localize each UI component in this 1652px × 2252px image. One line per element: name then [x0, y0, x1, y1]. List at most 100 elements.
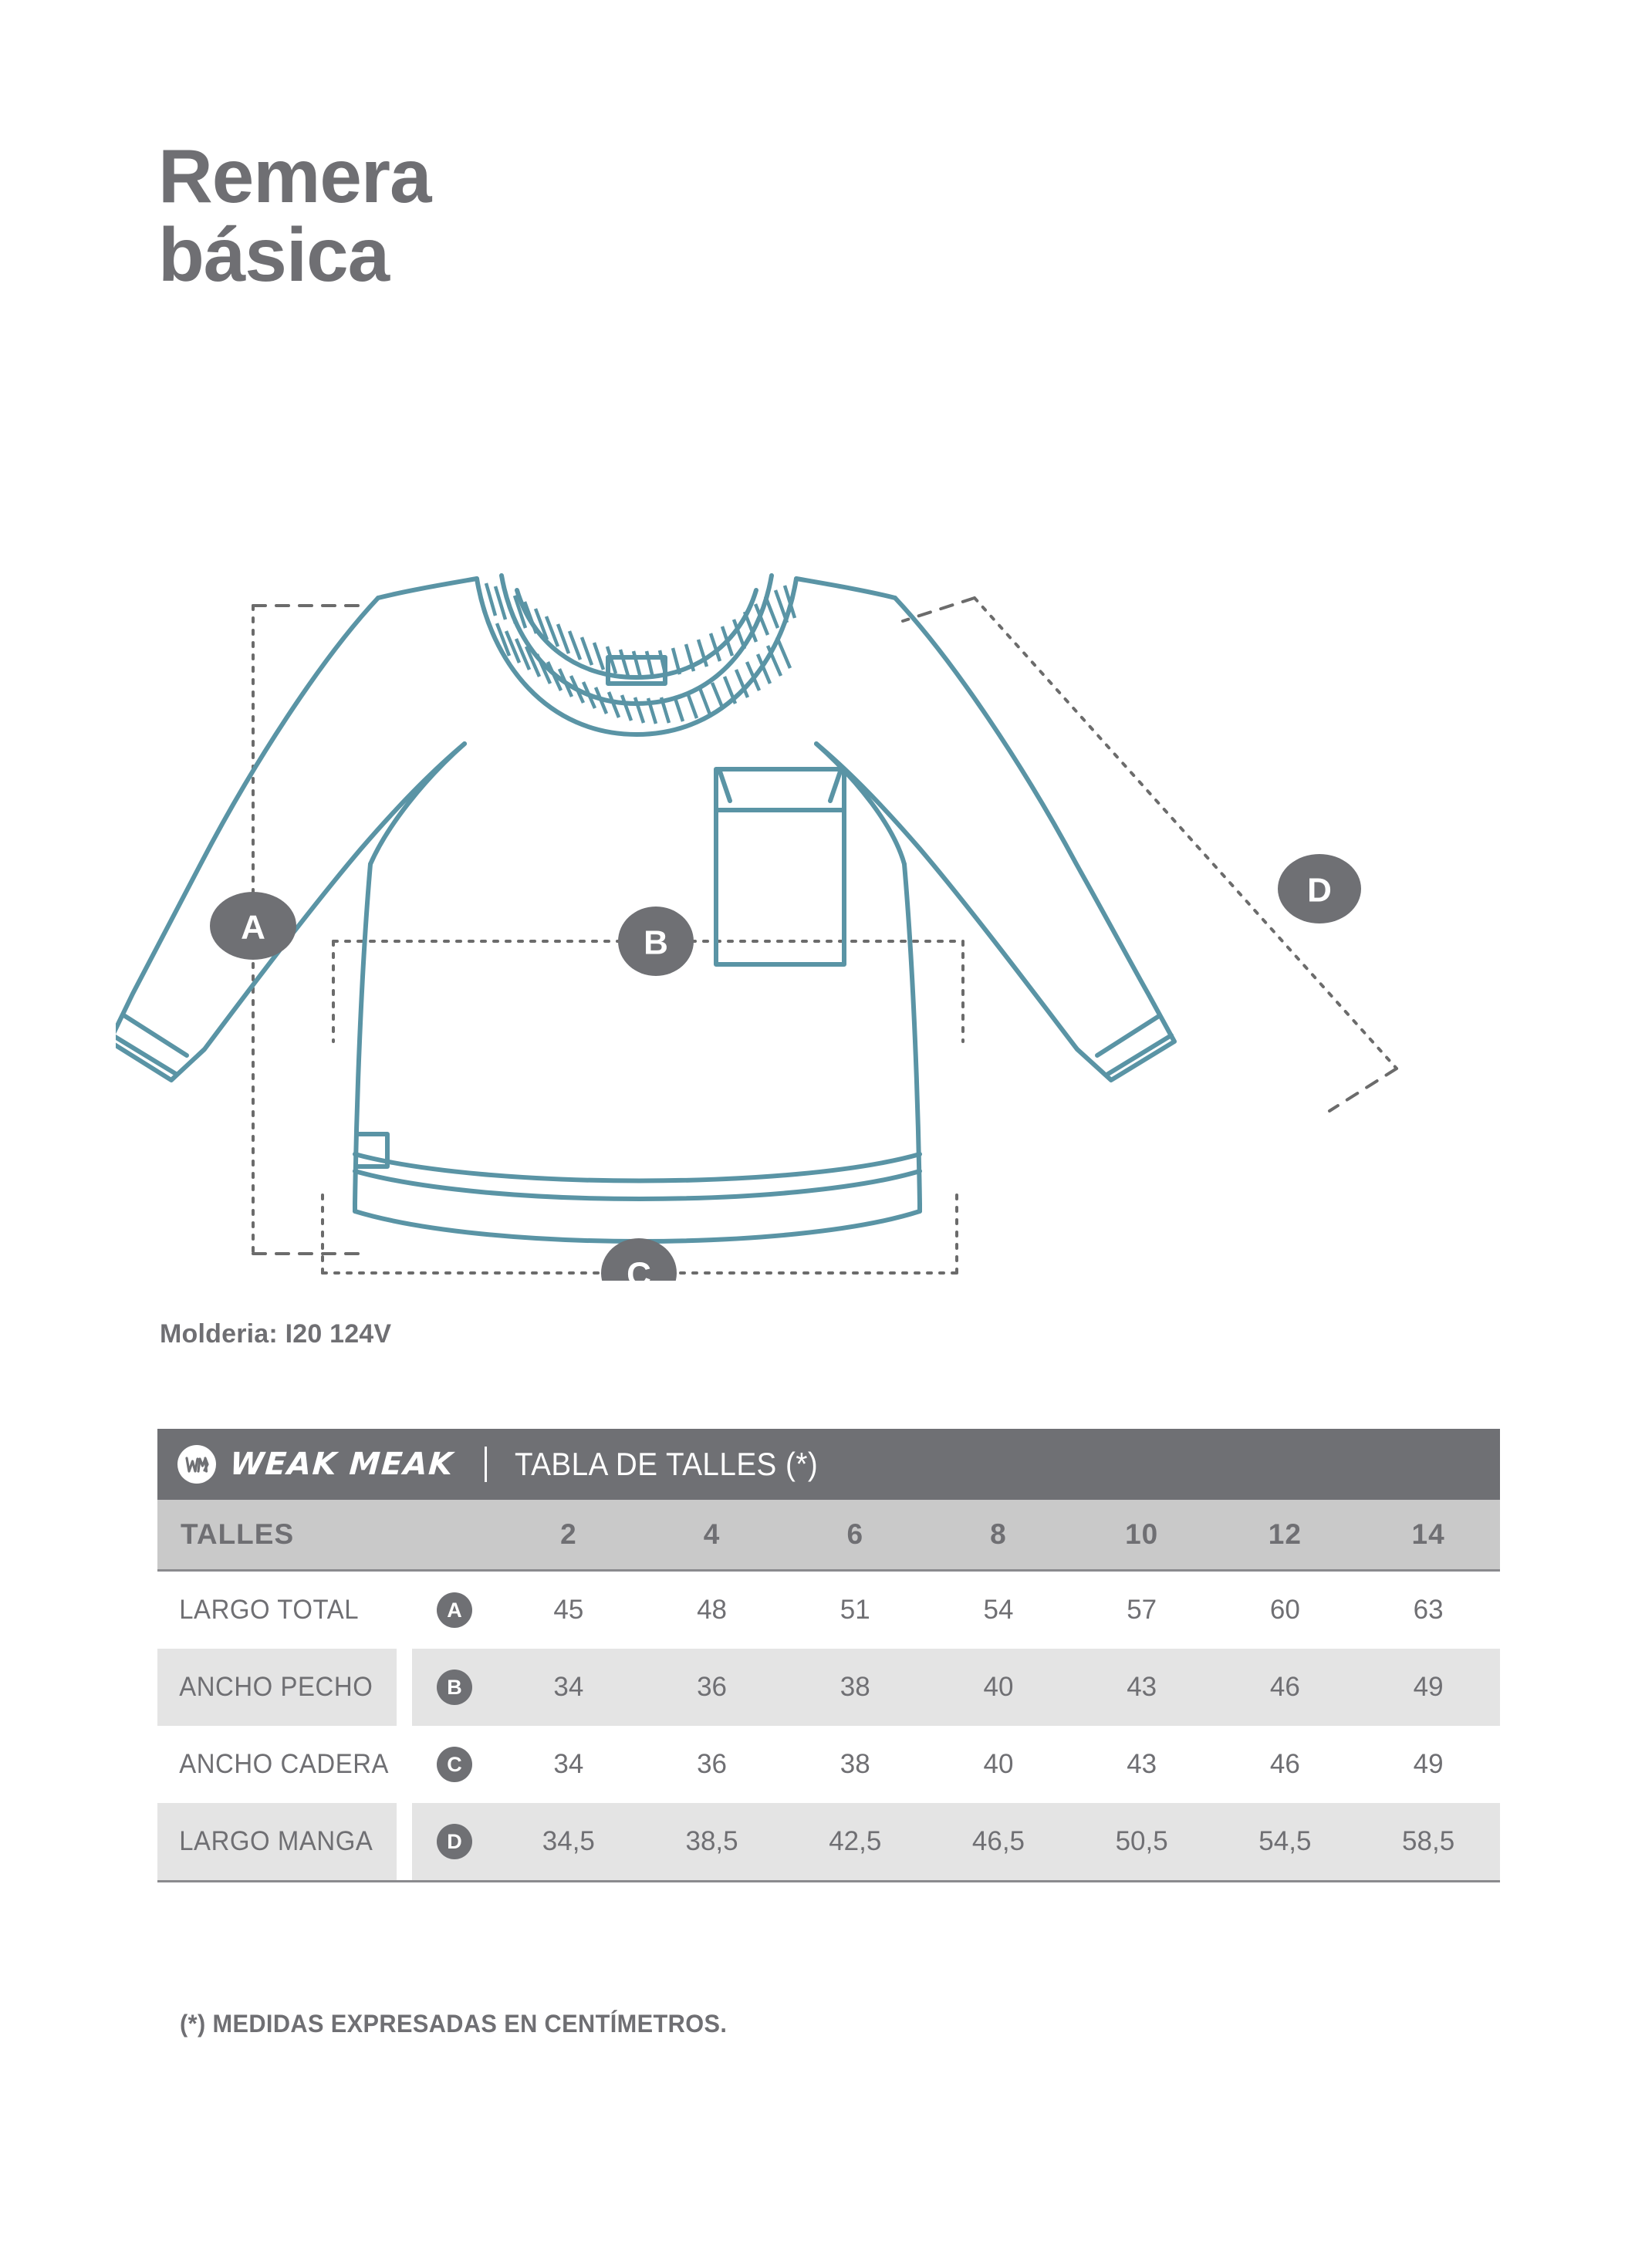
size-col-1: 2 — [497, 1500, 640, 1571]
cell-largo-total-6: 51 — [783, 1570, 927, 1649]
size-col-4: 8 — [927, 1500, 1070, 1571]
hem-bottom-edge — [353, 1209, 922, 1244]
row-label-ancho-pecho: ANCHO PECHO — [157, 1649, 397, 1726]
marker-badge-d: D — [437, 1824, 472, 1859]
cell-ancho-pecho-6: 38 — [783, 1649, 927, 1726]
row-marker-c: C — [412, 1726, 497, 1803]
cell-ancho-pecho-4: 36 — [640, 1649, 784, 1726]
left-sleeve — [116, 596, 467, 1082]
sizes-header-label: TALLES — [157, 1500, 412, 1571]
garment-illustration: A B C D — [116, 432, 1582, 1281]
row-marker-b: B — [412, 1649, 497, 1726]
cell-ancho-cadera-4: 36 — [640, 1726, 784, 1803]
cell-ancho-pecho-8: 40 — [927, 1649, 1070, 1726]
body-left-seam — [353, 862, 373, 1214]
weak-meak-logo-icon — [177, 1445, 216, 1484]
cell-largo-total-12: 60 — [1213, 1570, 1357, 1649]
cell-ancho-cadera-10: 43 — [1069, 1726, 1214, 1803]
cell-ancho-cadera-12: 46 — [1213, 1726, 1357, 1803]
right-cuff-line-2 — [1095, 1014, 1161, 1058]
molderia-label: Molderia: I20 124V — [160, 1319, 392, 1349]
cell-largo-manga-6: 42,5 — [783, 1803, 927, 1882]
marker-c: C — [601, 1238, 677, 1281]
left-cuff-line-1 — [116, 1034, 178, 1076]
collar-rib-upper — [484, 582, 797, 678]
shoulder-left — [376, 576, 479, 600]
svg-text:A: A — [241, 909, 265, 947]
cell-largo-manga-2: 34,5 — [497, 1803, 640, 1882]
marker-badge-c: C — [437, 1747, 472, 1782]
left-cuff-line-2 — [123, 1014, 189, 1058]
table-row: LARGO MANGA D 34,5 38,5 42,5 46,5 50,5 5… — [157, 1803, 1500, 1882]
page-title: Remera básica — [158, 137, 853, 295]
header-divider — [484, 1447, 487, 1482]
cell-largo-total-10: 57 — [1069, 1570, 1214, 1649]
row-label-largo-manga: LARGO MANGA — [157, 1803, 397, 1882]
side-tag — [354, 1132, 390, 1169]
size-table: WEAK MEAK TABLA DE TALLES (*) TALLES 2 4… — [157, 1429, 1500, 1882]
neckline-binding — [515, 588, 758, 680]
table-row: ANCHO CADERA C 34 36 38 40 43 46 49 — [157, 1726, 1500, 1803]
row-marker-a: A — [412, 1570, 497, 1649]
neck-label — [606, 655, 667, 686]
cell-largo-total-14: 63 — [1356, 1570, 1500, 1649]
marker-badge-a: A — [437, 1592, 472, 1628]
right-cuff-line-1 — [1106, 1033, 1174, 1076]
marker-badge-b: B — [437, 1670, 472, 1705]
table-header-row: WEAK MEAK TABLA DE TALLES (*) — [157, 1429, 1500, 1500]
sizes-header-marker-spacer — [412, 1500, 497, 1571]
hem-band-lower — [353, 1169, 922, 1201]
size-col-3: 6 — [783, 1500, 927, 1571]
shoulder-right — [794, 576, 897, 600]
dimension-cap-d-top — [901, 596, 976, 623]
row-marker-d: D — [412, 1803, 497, 1882]
cell-ancho-pecho-14: 49 — [1356, 1649, 1500, 1726]
size-col-7: 14 — [1356, 1500, 1500, 1571]
right-sleeve — [814, 596, 1177, 1082]
cell-ancho-pecho-10: 43 — [1069, 1649, 1214, 1726]
cell-ancho-cadera-14: 49 — [1356, 1726, 1500, 1803]
marker-b: B — [618, 907, 694, 976]
cell-largo-total-8: 54 — [927, 1570, 1070, 1649]
row-label-largo-total: LARGO TOTAL — [157, 1570, 397, 1649]
cell-ancho-cadera-6: 38 — [783, 1726, 927, 1803]
table-row: ANCHO PECHO B 34 36 38 40 43 46 49 — [157, 1649, 1500, 1726]
cell-largo-manga-8: 46,5 — [927, 1803, 1070, 1882]
cell-largo-manga-4: 38,5 — [640, 1803, 784, 1882]
chest-pocket-notch-right — [828, 767, 843, 803]
row-label-ancho-cadera: ANCHO CADERA — [157, 1726, 397, 1803]
table-header-title: TABLA DE TALLES (*) — [514, 1446, 819, 1482]
body-right-seam — [902, 862, 922, 1214]
page-title-line-1: Remera — [158, 133, 432, 218]
svg-text:D: D — [1307, 872, 1332, 910]
measurement-footnote: (*) MEDIDAS EXPRESADAS EN CENTÍMETROS. — [180, 2010, 728, 2038]
cell-largo-total-4: 48 — [640, 1570, 784, 1649]
brand-name: WEAK MEAK — [228, 1447, 455, 1482]
marker-a: A — [210, 892, 296, 960]
svg-text:B: B — [644, 924, 668, 962]
collar-ribbing — [484, 582, 797, 724]
garment-svg: A B C D — [116, 573, 1398, 1281]
cell-ancho-pecho-12: 46 — [1213, 1649, 1357, 1726]
cell-ancho-cadera-2: 34 — [497, 1726, 640, 1803]
size-table-wrap: WEAK MEAK TABLA DE TALLES (*) TALLES 2 4… — [157, 1429, 1500, 1882]
cell-ancho-cadera-8: 40 — [927, 1726, 1070, 1803]
cell-largo-total-2: 45 — [497, 1570, 640, 1649]
dimension-cap-d-bottom — [1328, 1067, 1398, 1112]
table-header-cell: WEAK MEAK TABLA DE TALLES (*) — [157, 1429, 1500, 1500]
armhole-left — [368, 741, 467, 866]
table-row: LARGO TOTAL A 45 48 51 54 57 60 63 — [157, 1570, 1500, 1649]
size-col-5: 10 — [1069, 1500, 1214, 1571]
chest-pocket — [714, 767, 846, 967]
cell-largo-manga-12: 54,5 — [1213, 1803, 1357, 1882]
armhole-right — [814, 741, 907, 866]
garment-outline — [116, 573, 1177, 1244]
size-col-6: 12 — [1213, 1500, 1357, 1571]
size-col-2: 4 — [640, 1500, 784, 1571]
cell-ancho-pecho-2: 34 — [497, 1649, 640, 1726]
chest-pocket-notch-left — [717, 767, 732, 803]
cell-largo-manga-10: 50,5 — [1069, 1803, 1214, 1882]
sizes-header-row: TALLES 2 4 6 8 10 12 14 — [157, 1500, 1500, 1571]
marker-d: D — [1278, 854, 1361, 923]
